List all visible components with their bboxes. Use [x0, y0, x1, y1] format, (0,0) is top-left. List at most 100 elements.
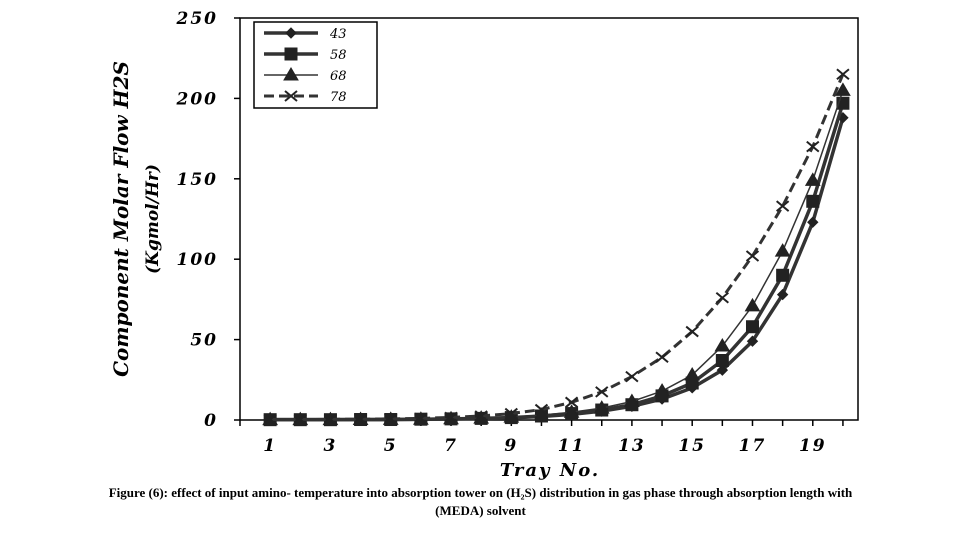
- series-43: [264, 111, 849, 426]
- y-tick-label: 0: [204, 411, 218, 431]
- legend-box: [253, 21, 378, 109]
- x-marker: [534, 403, 549, 416]
- x-marker-stroke: [293, 413, 307, 426]
- x-marker-stroke: [284, 90, 298, 102]
- y-tick-label: 200: [176, 89, 219, 109]
- legend-label: 68: [330, 69, 347, 84]
- x-marker-stroke: [534, 403, 549, 416]
- legend-entry-43: 43: [264, 27, 347, 42]
- y-tick-label: 100: [177, 250, 219, 270]
- x-tick-label: 1: [263, 436, 277, 456]
- legend-label: 58: [330, 48, 347, 63]
- y-tick-label: 250: [176, 9, 219, 29]
- x-marker: [564, 396, 579, 409]
- y-axis-title: Component Molar Flow H2S: [109, 61, 133, 377]
- y-tick-label: 50: [190, 331, 218, 351]
- x-marker: [504, 407, 518, 420]
- x-marker: [293, 413, 307, 426]
- caption-line-2: (MEDA) solvent: [435, 503, 526, 518]
- x-marker: [715, 292, 729, 304]
- x-marker-stroke: [806, 140, 820, 153]
- diamond-marker: [746, 335, 759, 347]
- square-marker: [284, 47, 298, 61]
- x-marker: [655, 351, 669, 364]
- legend-entry-68: 68: [264, 67, 347, 84]
- series-line-58: [270, 102, 845, 422]
- plot-frame: [239, 17, 859, 421]
- legend-entry-78: 78: [264, 90, 347, 105]
- x-tick-label: 11: [558, 436, 586, 456]
- x-tick-label: 3: [324, 436, 338, 456]
- x-marker-stroke: [836, 68, 850, 81]
- square-marker: [776, 268, 790, 282]
- series-line-78: [270, 73, 845, 422]
- x-marker-stroke: [564, 396, 579, 409]
- x-marker-stroke: [263, 413, 277, 426]
- triangle-marker: [283, 67, 299, 81]
- square-marker: [806, 194, 820, 208]
- legend-label: 43: [329, 27, 347, 42]
- y-tick-label: 150: [177, 170, 219, 190]
- x-marker: [384, 413, 398, 425]
- x-tick-label: 15: [678, 436, 706, 456]
- x-marker-stroke: [504, 407, 518, 420]
- x-marker-stroke: [353, 413, 368, 425]
- x-marker-stroke: [414, 412, 428, 425]
- x-tick-label: 17: [739, 436, 767, 456]
- x-marker: [474, 410, 488, 422]
- figure-caption: Figure (6): effect of input amino- tempe…: [0, 484, 961, 520]
- x-tick-label: 7: [444, 436, 458, 456]
- triangle-marker: [593, 400, 610, 414]
- x-marker: [284, 90, 298, 102]
- triangle-marker: [804, 172, 821, 186]
- caption-line-1: Figure (6): effect of input amino- tempe…: [108, 485, 853, 500]
- x-marker: [745, 250, 760, 262]
- diamond-marker: [776, 288, 789, 301]
- x-marker: [625, 370, 639, 383]
- diamond-marker: [807, 216, 819, 228]
- triangle-marker: [835, 82, 851, 96]
- x-marker: [775, 200, 790, 212]
- x-tick-label: 13: [618, 436, 646, 456]
- x-marker: [263, 413, 277, 426]
- y-axis-subtitle: (Kgmol/Hr): [143, 164, 163, 274]
- legend-label: 78: [330, 90, 347, 105]
- axis-titles: Tray No. Component Molar Flow H2S (Kgmol/H…: [109, 61, 600, 481]
- triangle-marker: [714, 338, 731, 352]
- series-68: [262, 82, 851, 426]
- series-78: [263, 68, 850, 426]
- x-marker-stroke: [384, 413, 398, 425]
- triangle-marker: [533, 407, 550, 421]
- triangle-marker: [684, 366, 701, 381]
- x-marker: [414, 412, 428, 425]
- series-58: [263, 96, 850, 427]
- triangle-marker: [654, 383, 670, 397]
- square-marker: [745, 320, 759, 334]
- x-tick-label: 5: [384, 436, 398, 456]
- x-marker-stroke: [625, 370, 639, 383]
- diamond-marker: [716, 364, 729, 376]
- series-line-43: [270, 117, 845, 422]
- x-marker: [806, 140, 820, 153]
- x-marker: [685, 325, 699, 338]
- x-marker-stroke: [474, 410, 488, 422]
- diamond-marker: [285, 27, 297, 39]
- series-group: [262, 68, 851, 427]
- triangle-marker: [774, 243, 791, 257]
- x-axis-title: Tray No.: [500, 460, 600, 481]
- x-tick-label: 9: [504, 436, 518, 456]
- x-marker-stroke: [715, 292, 729, 304]
- x-marker: [595, 386, 609, 398]
- series-line-68: [270, 90, 844, 421]
- legend: 43 58 68 78: [253, 21, 378, 109]
- x-marker-stroke: [655, 351, 669, 364]
- x-marker-stroke: [595, 386, 609, 398]
- x-marker-stroke: [745, 250, 760, 262]
- x-marker: [444, 411, 458, 424]
- x-marker-stroke: [323, 413, 338, 426]
- x-marker-stroke: [444, 411, 458, 424]
- square-marker: [715, 354, 729, 368]
- x-marker-stroke: [685, 325, 699, 338]
- legend-entry-58: 58: [264, 47, 347, 63]
